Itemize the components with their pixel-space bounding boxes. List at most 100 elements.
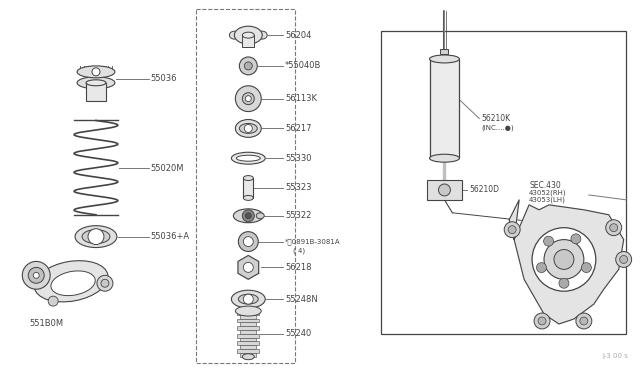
Ellipse shape	[232, 290, 265, 308]
Circle shape	[571, 234, 581, 244]
Circle shape	[438, 184, 451, 196]
Ellipse shape	[243, 176, 253, 180]
Bar	[241, 338, 256, 341]
Text: 43053(LH): 43053(LH)	[529, 197, 566, 203]
Circle shape	[236, 86, 261, 112]
Circle shape	[244, 125, 252, 132]
Bar	[237, 311, 259, 315]
Text: ( 4): ( 4)	[293, 247, 305, 254]
Text: *55040B: *55040B	[285, 61, 321, 70]
Ellipse shape	[82, 230, 110, 244]
Circle shape	[534, 313, 550, 329]
Circle shape	[48, 296, 58, 306]
Text: 56217: 56217	[285, 124, 312, 133]
Ellipse shape	[238, 294, 259, 304]
Circle shape	[576, 313, 592, 329]
Bar	[241, 315, 256, 319]
Bar	[243, 178, 253, 198]
Circle shape	[616, 251, 632, 267]
Bar	[241, 323, 256, 326]
Circle shape	[244, 62, 252, 70]
Text: J-3 00 s: J-3 00 s	[603, 353, 628, 359]
Ellipse shape	[86, 80, 106, 86]
Ellipse shape	[51, 271, 95, 296]
Text: 56113K: 56113K	[285, 94, 317, 103]
Ellipse shape	[75, 226, 117, 247]
Circle shape	[243, 210, 254, 222]
Bar	[243, 35, 254, 47]
Circle shape	[554, 250, 574, 269]
Ellipse shape	[239, 124, 257, 134]
Circle shape	[581, 263, 591, 273]
Circle shape	[101, 279, 109, 287]
Text: 56210D: 56210D	[469, 186, 499, 195]
Polygon shape	[238, 256, 259, 279]
Ellipse shape	[236, 119, 261, 137]
Text: 55248N: 55248N	[285, 295, 318, 304]
Ellipse shape	[236, 155, 260, 161]
Circle shape	[580, 317, 588, 325]
Text: 43052(RH): 43052(RH)	[529, 190, 566, 196]
Circle shape	[28, 267, 44, 283]
Ellipse shape	[429, 55, 460, 63]
Ellipse shape	[429, 154, 460, 162]
Bar	[241, 353, 256, 357]
Ellipse shape	[229, 31, 239, 39]
Text: 55322: 55322	[285, 211, 312, 220]
Circle shape	[243, 237, 253, 247]
Circle shape	[605, 220, 621, 235]
Circle shape	[532, 228, 596, 291]
Bar	[86, 83, 106, 101]
Circle shape	[544, 240, 584, 279]
Ellipse shape	[256, 213, 264, 219]
Text: SEC.430: SEC.430	[529, 180, 561, 189]
Bar	[241, 345, 256, 349]
Ellipse shape	[243, 195, 253, 201]
Bar	[241, 330, 256, 334]
Text: (INC....●): (INC....●)	[481, 124, 514, 131]
Circle shape	[238, 232, 259, 251]
Bar	[426, 180, 462, 200]
Text: 551B0M: 551B0M	[29, 320, 63, 328]
Circle shape	[245, 213, 252, 219]
Circle shape	[620, 256, 628, 263]
Circle shape	[92, 68, 100, 76]
Ellipse shape	[234, 209, 263, 223]
Circle shape	[22, 262, 50, 289]
Ellipse shape	[234, 26, 262, 44]
Ellipse shape	[77, 77, 115, 89]
Circle shape	[243, 93, 254, 105]
Ellipse shape	[243, 32, 254, 38]
Ellipse shape	[243, 354, 254, 360]
Bar	[237, 334, 259, 338]
Ellipse shape	[34, 261, 108, 302]
Circle shape	[243, 262, 253, 272]
Text: 55330: 55330	[285, 154, 312, 163]
Circle shape	[243, 294, 253, 304]
Bar	[237, 326, 259, 330]
Circle shape	[33, 272, 39, 278]
Bar	[237, 341, 259, 345]
Bar	[381, 31, 626, 334]
Text: 55240: 55240	[285, 329, 312, 339]
Ellipse shape	[236, 306, 261, 316]
Bar	[429, 59, 460, 158]
Circle shape	[504, 222, 520, 238]
Text: 55323: 55323	[285, 183, 312, 192]
Circle shape	[610, 224, 618, 232]
Circle shape	[88, 229, 104, 244]
Text: 55020M: 55020M	[151, 164, 184, 173]
Circle shape	[97, 275, 113, 291]
Bar	[196, 9, 294, 363]
Ellipse shape	[232, 152, 265, 164]
Bar	[237, 349, 259, 353]
Circle shape	[239, 57, 257, 75]
Text: *ⓝ0891B-3081A: *ⓝ0891B-3081A	[285, 238, 340, 245]
Circle shape	[538, 317, 546, 325]
Text: 56210K: 56210K	[481, 114, 511, 123]
Circle shape	[245, 96, 252, 102]
Ellipse shape	[257, 31, 268, 39]
Bar	[440, 49, 449, 54]
Circle shape	[559, 278, 569, 288]
Bar	[237, 319, 259, 323]
